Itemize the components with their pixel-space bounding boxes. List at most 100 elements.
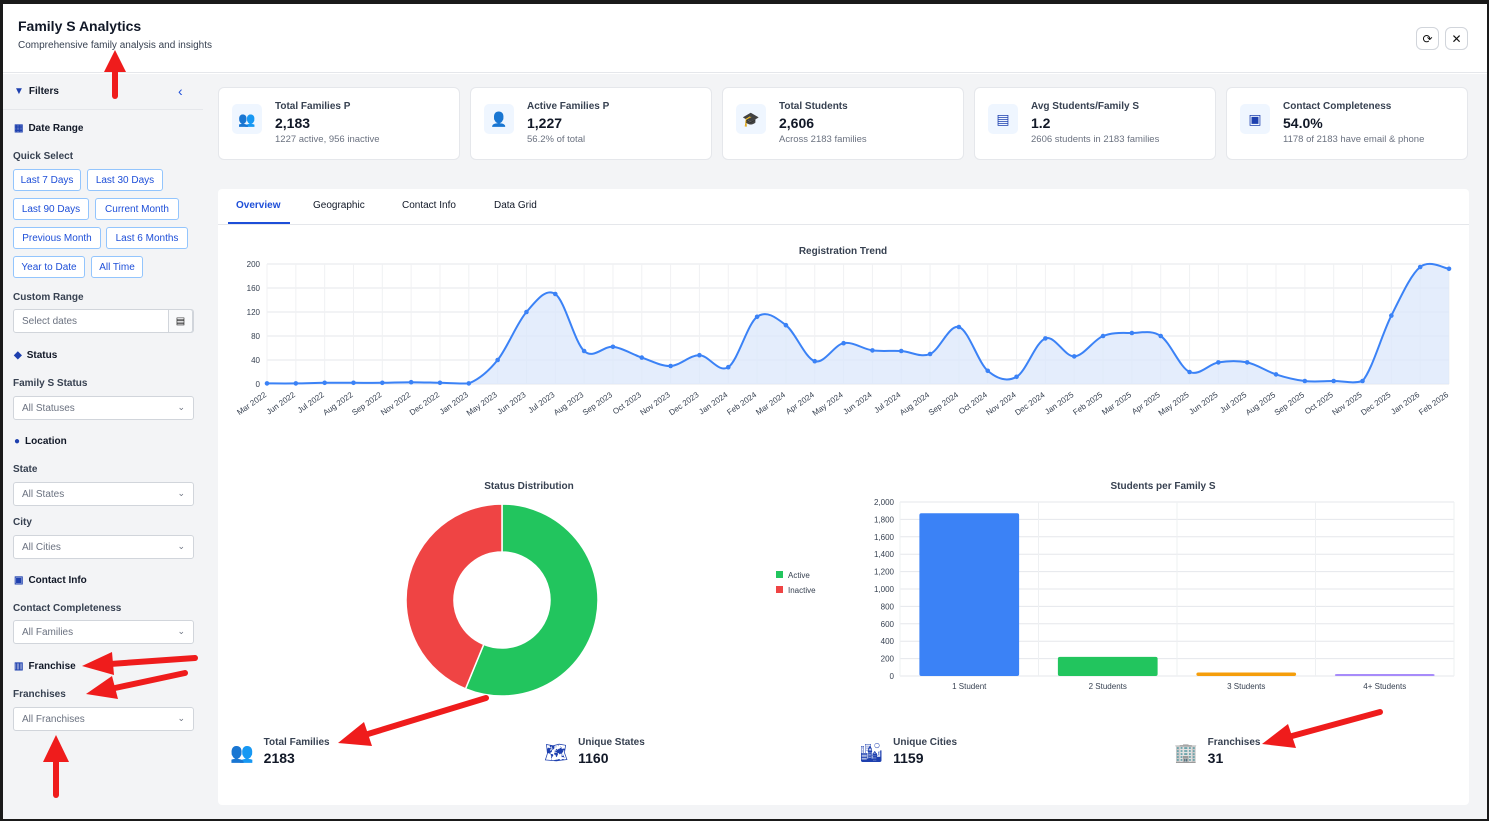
date-range-title: ▦ Date Range: [14, 123, 84, 134]
x-tick-label: 2 Students: [1089, 682, 1127, 691]
y-tick-label: 40: [251, 356, 260, 365]
map-icon: 🗺: [544, 743, 569, 764]
x-tick-label: Jun 2025: [1187, 390, 1220, 417]
x-tick-label: Aug 2023: [552, 390, 586, 417]
quick-last-7-days[interactable]: Last 7 Days: [13, 169, 81, 191]
y-tick-label: 120: [247, 308, 261, 317]
close-button[interactable]: ✕: [1445, 27, 1468, 50]
data-point: [668, 363, 673, 369]
y-tick-label: 0: [890, 672, 895, 681]
data-point: [812, 358, 818, 364]
data-point: [351, 380, 356, 386]
card-contact-completeness: ▣ Contact Completeness 54.0% 1178 of 218…: [1226, 87, 1468, 160]
summary-franchises: 🏢 Franchises 31: [1174, 737, 1261, 766]
data-point: [1187, 369, 1192, 375]
data-point: [754, 314, 760, 320]
x-tick-label: 1 Student: [952, 682, 987, 691]
data-point: [1273, 372, 1279, 377]
x-tick-label: Sep 2023: [581, 390, 615, 417]
card-total-families: 👥 Total Families P 2,183 1227 active, 95…: [218, 87, 460, 160]
family-status-select[interactable]: All Statuses ⌄: [13, 396, 194, 420]
quick-year-to-date[interactable]: Year to Date: [13, 256, 85, 278]
franchises-select[interactable]: All Franchises ⌄: [13, 707, 194, 731]
x-tick-label: Sep 2024: [927, 390, 961, 417]
tag-icon: ◆: [14, 350, 22, 361]
x-tick-label: Mar 2024: [754, 390, 787, 417]
chevron-down-icon: ⌄: [177, 402, 185, 412]
tab-overview[interactable]: Overview: [236, 200, 281, 211]
data-point: [408, 379, 414, 385]
state-label: State: [13, 464, 38, 475]
legend-swatch: [776, 586, 783, 593]
tab-contact-info[interactable]: Contact Info: [402, 200, 456, 211]
legend-label: Inactive: [788, 586, 816, 595]
main-content: 👥 Total Families P 2,183 1227 active, 95…: [203, 74, 1487, 819]
city-select[interactable]: All Cities ⌄: [13, 535, 194, 559]
contact-info-title: ▣ Contact Info: [14, 575, 87, 586]
refresh-button[interactable]: ⟳: [1416, 27, 1439, 50]
tab-geographic[interactable]: Geographic: [313, 200, 365, 211]
quick-previous-month[interactable]: Previous Month: [13, 227, 101, 249]
x-tick-label: Jun 2023: [495, 390, 528, 417]
active-tab-indicator: [228, 222, 290, 224]
y-tick-label: 1,400: [874, 550, 895, 559]
quick-last-90-days[interactable]: Last 90 Days: [13, 198, 89, 220]
data-point: [264, 381, 270, 386]
registration-area-fill: [267, 263, 1449, 384]
bar-3: [1196, 672, 1297, 676]
collapse-sidebar-button[interactable]: ‹: [178, 83, 183, 99]
data-point: [1216, 360, 1221, 365]
x-tick-label: May 2023: [465, 390, 499, 418]
bar-4: [1334, 674, 1435, 676]
address-book-icon: ▣: [1240, 104, 1270, 134]
data-point: [610, 344, 616, 350]
data-point: [1043, 336, 1048, 341]
x-tick-label: Feb 2025: [1071, 390, 1104, 417]
graduation-cap-icon: 🎓: [736, 104, 766, 134]
calendar-icon: ▤: [175, 315, 186, 327]
data-point: [1100, 333, 1106, 339]
y-tick-label: 2,000: [874, 498, 895, 507]
franchise-title: ▥ Franchise: [14, 661, 76, 672]
x-tick-label: Mar 2025: [1100, 390, 1133, 417]
data-point: [841, 340, 846, 346]
students-per-family-title: Students per Family S: [1110, 481, 1215, 492]
pie-slice-active: [464, 503, 599, 697]
data-point: [1446, 266, 1452, 272]
data-point: [1014, 374, 1019, 380]
summary-total-families: 👥 Total Families 2183: [230, 737, 330, 766]
x-tick-label: Jun 2024: [841, 390, 874, 417]
contact-completeness-select[interactable]: All Families ⌄: [13, 620, 194, 644]
x-tick-label: Jan 2024: [697, 390, 730, 417]
data-point: [466, 381, 472, 386]
building-icon: ▥: [14, 661, 24, 672]
bar-chart-icon: ▤: [988, 104, 1018, 134]
charts-canvas: Registration Trend 0 40 80 120 160 200 Mar 2022…: [235, 246, 1455, 697]
quick-last-30-days[interactable]: Last 30 Days: [87, 169, 163, 191]
data-point: [697, 352, 702, 358]
data-point: [552, 291, 558, 297]
calendar-button[interactable]: ▤: [168, 309, 193, 333]
franchises-label: Franchises: [13, 689, 66, 700]
chevron-down-icon: ⌄: [177, 541, 185, 551]
status-distribution-title: Status Distribution: [484, 481, 573, 492]
users-icon: 👥: [232, 104, 262, 134]
data-point: [725, 364, 731, 370]
filters-title: ▼ Filters: [14, 86, 59, 97]
data-point: [524, 309, 529, 315]
data-point: [293, 381, 299, 386]
card-active-families: 👤 Active Families P 1,227 56.2% of total: [470, 87, 712, 160]
y-tick-label: 600: [881, 620, 895, 629]
tab-data-grid[interactable]: Data Grid: [494, 200, 537, 211]
x-tick-label: Nov 2025: [1330, 390, 1364, 417]
data-point: [437, 380, 443, 386]
x-tick-label: May 2024: [811, 390, 845, 418]
date-range-input[interactable]: Select dates ▤: [13, 309, 194, 333]
x-tick-label: Jan 2025: [1043, 390, 1076, 417]
x-tick-label: Dec 2023: [667, 390, 701, 417]
quick-last-6-months[interactable]: Last 6 Months: [106, 227, 188, 249]
quick-all-time[interactable]: All Time: [91, 256, 143, 278]
state-select[interactable]: All States ⌄: [13, 482, 194, 506]
x-tick-label: Dec 2022: [408, 390, 442, 417]
quick-current-month[interactable]: Current Month: [95, 198, 179, 220]
